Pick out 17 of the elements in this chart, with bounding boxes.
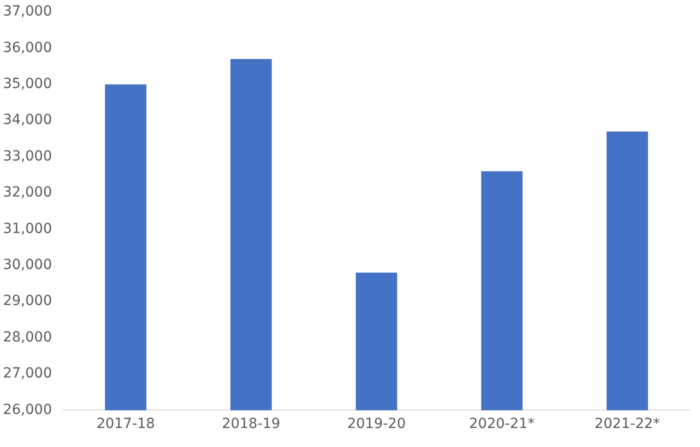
y-tick-label: 27,000	[2, 366, 52, 382]
y-tick-label: 34,000	[2, 112, 52, 128]
y-tick-label: 32,000	[2, 184, 52, 201]
x-tick-label: 2021-22*	[594, 416, 660, 432]
y-tick-label: 36,000	[2, 40, 52, 56]
y-tick-label: 26,000	[2, 402, 52, 418]
x-tick-label: 2018-19	[222, 416, 280, 432]
x-tick-label: 2020-21*	[469, 416, 535, 432]
x-tick-label: 2019-20	[347, 416, 406, 432]
y-tick-label: 30,000	[2, 257, 52, 274]
y-tick-label: 37,000	[2, 4, 52, 20]
y-tick-label: 33,000	[2, 148, 52, 164]
x-tick-label: 2017-18	[96, 416, 155, 432]
y-tick-label: 29,000	[2, 293, 52, 310]
y-tick-label: 31,000	[2, 220, 52, 237]
y-tick-label: 28,000	[2, 329, 52, 346]
y-tick-label: 35,000	[2, 76, 52, 92]
